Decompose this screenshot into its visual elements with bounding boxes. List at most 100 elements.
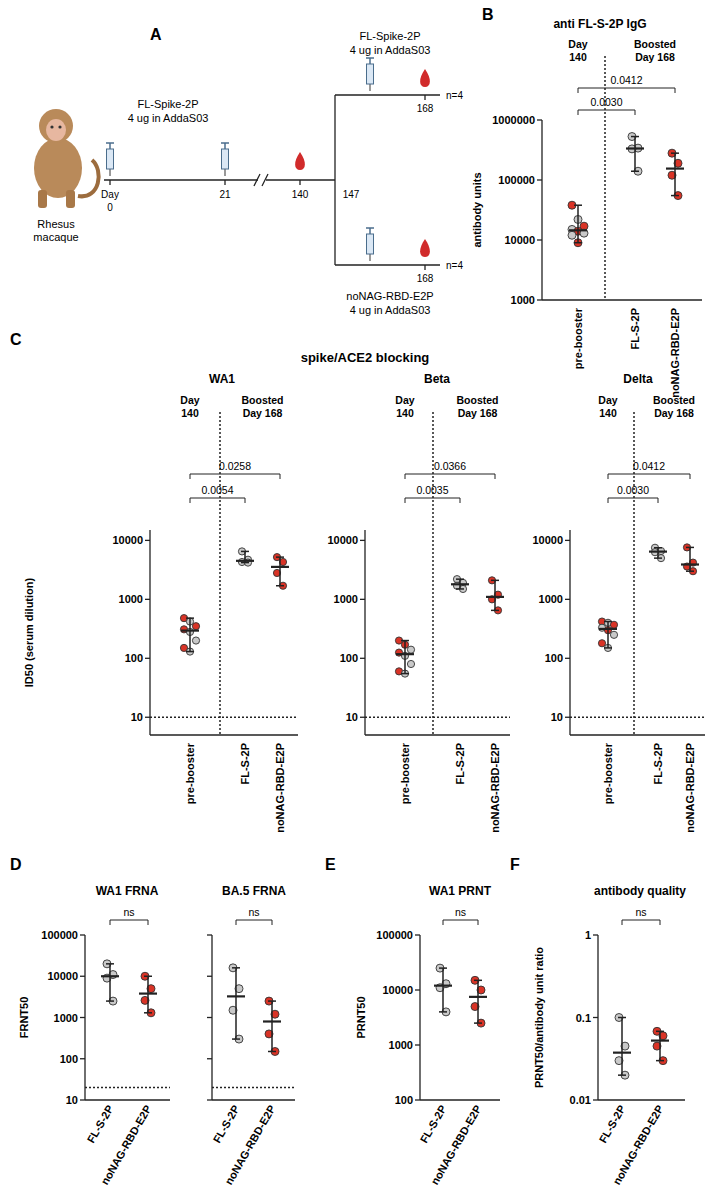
plunger-head [106, 142, 114, 144]
median-line [139, 992, 157, 994]
comparison-label: 0.0412 [610, 74, 642, 86]
y-tick [207, 934, 212, 935]
plot-area [150, 548, 298, 717]
x-tick-label: noNAG-RBD-E2P [98, 1103, 153, 1187]
range-bar [442, 968, 444, 1012]
chart-2: Beta10100100010000pre-boosterFL-S-2PnoNA… [327, 372, 510, 833]
plot-area [570, 544, 705, 717]
y-tick-label: 100000 [41, 929, 78, 941]
chart-3: Delta10100100010000pre-boosterFL-S-2PnoN… [532, 372, 705, 833]
range-cap [276, 556, 284, 558]
group-label: Boosted [653, 394, 695, 406]
y-axis-label: PRNT50 [355, 996, 367, 1038]
range-bar [659, 1031, 661, 1060]
chart-title: BA.5 FRNA [222, 884, 286, 898]
y-axis [149, 530, 150, 735]
range-cap [474, 1022, 482, 1024]
y-tick [360, 599, 365, 600]
y-tick [145, 717, 150, 718]
range-cap [574, 242, 582, 244]
y-tick-label: 10000 [327, 534, 358, 546]
detection-limit [570, 717, 705, 719]
chart-title: antibody quality [594, 884, 686, 898]
y-tick-label: 100 [340, 652, 358, 664]
x-tick-label: noNAG-RBD-E2P [489, 743, 501, 833]
range-cap [456, 588, 464, 590]
range-cap [656, 1031, 664, 1033]
group-label: Day 168 [635, 51, 675, 63]
data-point [407, 646, 414, 653]
barrel [222, 149, 229, 169]
x-axis [420, 1099, 500, 1100]
chart-6: EWA1 PRNTPRNT50100100010000100000FL-S-2P… [325, 856, 500, 1187]
x-axis [150, 734, 298, 735]
day-value: 140 [292, 189, 309, 200]
range-cap [631, 170, 639, 172]
day-value: 168 [417, 273, 434, 284]
comparison-label: 0.0030 [617, 484, 649, 496]
group-label: 140 [181, 407, 199, 419]
x-tick-label: FL-S-2P [629, 308, 641, 350]
y-tick-label: 10 [66, 1094, 78, 1106]
y-tick [537, 119, 542, 120]
range-cap [671, 152, 679, 154]
y-tick-label: 1000000 [492, 114, 535, 126]
comparison-label: ns [248, 906, 259, 918]
group-size: n=4 [446, 260, 463, 271]
detection-limit [85, 1087, 170, 1089]
x-tick-label: noNAG-RBD-E2P [274, 743, 286, 833]
median-line [569, 229, 587, 231]
x-tick-label: pre-booster [572, 307, 584, 369]
comparison-bracket [190, 474, 280, 479]
data-point [568, 231, 576, 239]
blood-drop-icon [420, 69, 430, 87]
y-axis-label: ID50 (serum dilution) [23, 577, 35, 687]
median-line [486, 596, 504, 598]
day-label: Day [101, 189, 119, 200]
range-cap [106, 1000, 114, 1002]
barrel [367, 234, 374, 254]
x-tick-label: FL-S-2P [418, 1103, 449, 1145]
y-tick-label: 100 [395, 1094, 413, 1106]
y-tick-label: 100000 [376, 929, 413, 941]
y-tick [360, 540, 365, 541]
range-bar [404, 641, 406, 674]
group-size: n=4 [446, 90, 463, 101]
y-tick [565, 599, 570, 600]
group-label: 140 [599, 407, 617, 419]
group-label: Day 168 [458, 407, 498, 419]
plunger [369, 58, 371, 64]
chart-7: Fantibody qualityPRNT50/antibody unit ra… [510, 856, 686, 1187]
comparison-bracket [608, 498, 658, 503]
range-cap [491, 580, 499, 582]
syringe-icon [221, 143, 229, 176]
plot-area [85, 960, 170, 1088]
plot-area [434, 964, 487, 1027]
plunger [224, 143, 226, 149]
median-line [649, 551, 667, 553]
x-axis [365, 734, 510, 735]
panel-letter: F [510, 856, 520, 873]
comparison-label: 0.0035 [416, 484, 448, 496]
median-line [263, 1020, 281, 1022]
plunger-head [221, 142, 229, 144]
y-tick [360, 717, 365, 718]
chart-title: Delta [623, 372, 653, 386]
range-bar [189, 618, 191, 651]
y-tick [145, 599, 150, 600]
y-tick-label: 10000 [382, 984, 413, 996]
chart-4: DWA1 FRNAFRNT5010100100010000100000FL-S-… [10, 856, 170, 1187]
group-label: Day [568, 38, 587, 50]
y-tick-label: 1 [585, 929, 591, 941]
chart-title: anti FL-S-2P IgG [553, 17, 646, 31]
y-tick-label: 10 [551, 711, 563, 723]
detection-limit [150, 717, 298, 719]
group-label: Day [598, 394, 617, 406]
day-tick [424, 95, 425, 100]
vaccine-name: FL-Spike-2P [137, 98, 198, 110]
range-cap [439, 967, 447, 969]
data-point [598, 640, 605, 647]
range-cap [618, 1074, 626, 1076]
y-tick-label: 10000 [47, 970, 78, 982]
figure: ARhesusmacaqueDay021140147168168FL-Spike… [0, 0, 709, 1190]
